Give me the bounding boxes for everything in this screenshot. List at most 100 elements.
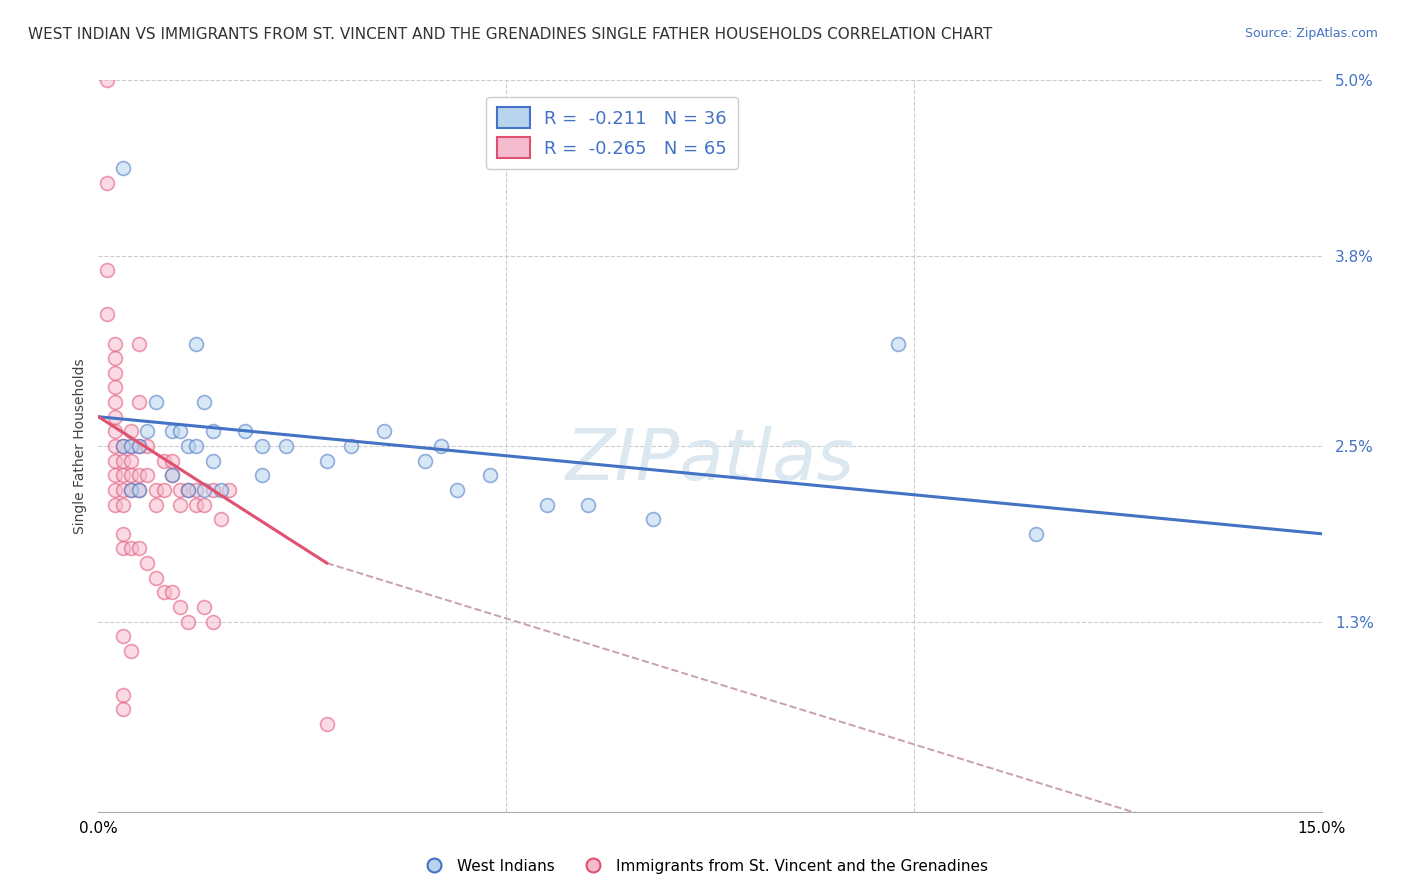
Point: [340, 439, 363, 453]
Point: [233, 425, 256, 439]
Point: [886, 336, 908, 351]
Point: [160, 425, 183, 439]
Point: [201, 425, 224, 439]
Point: [128, 439, 150, 453]
Point: [169, 483, 191, 497]
Point: [111, 688, 134, 702]
Point: [169, 599, 191, 614]
Point: [104, 380, 127, 394]
Point: [111, 526, 134, 541]
Point: [104, 483, 127, 497]
Point: [201, 615, 224, 629]
Point: [128, 483, 150, 497]
Point: [111, 541, 134, 556]
Point: [120, 541, 142, 556]
Point: [136, 439, 159, 453]
Point: [641, 512, 664, 526]
Point: [104, 453, 127, 467]
Point: [128, 541, 150, 556]
Point: [111, 453, 134, 467]
Point: [186, 483, 208, 497]
Point: [193, 395, 215, 409]
Point: [1025, 526, 1047, 541]
Point: [576, 498, 599, 512]
Point: [104, 439, 127, 453]
Point: [136, 468, 159, 483]
Point: [120, 644, 142, 658]
Point: [120, 439, 142, 453]
Point: [128, 468, 150, 483]
Point: [145, 498, 167, 512]
Point: [128, 483, 150, 497]
Point: [111, 483, 134, 497]
Point: [186, 439, 208, 453]
Point: [96, 176, 118, 190]
Point: [104, 395, 127, 409]
Point: [120, 453, 142, 467]
Point: [536, 498, 558, 512]
Point: [209, 483, 232, 497]
Point: [373, 425, 395, 439]
Point: [160, 468, 183, 483]
Point: [145, 395, 167, 409]
Point: [111, 702, 134, 716]
Point: [104, 409, 127, 424]
Point: [201, 483, 224, 497]
Point: [145, 571, 167, 585]
Point: [128, 439, 150, 453]
Point: [120, 468, 142, 483]
Point: [160, 468, 183, 483]
Point: [111, 468, 134, 483]
Point: [136, 556, 159, 570]
Point: [177, 615, 200, 629]
Point: [104, 366, 127, 380]
Point: [145, 483, 167, 497]
Point: [218, 483, 240, 497]
Point: [177, 439, 200, 453]
Text: Source: ZipAtlas.com: Source: ZipAtlas.com: [1244, 27, 1378, 40]
Point: [104, 336, 127, 351]
Point: [160, 453, 183, 467]
Point: [104, 468, 127, 483]
Legend: R =  -0.211   N = 36, R =  -0.265   N = 65: R = -0.211 N = 36, R = -0.265 N = 65: [486, 96, 738, 169]
Point: [152, 453, 174, 467]
Point: [169, 425, 191, 439]
Point: [104, 351, 127, 366]
Point: [136, 425, 159, 439]
Point: [111, 498, 134, 512]
Point: [177, 483, 200, 497]
Point: [96, 73, 118, 87]
Point: [120, 439, 142, 453]
Y-axis label: Single Father Households: Single Father Households: [73, 359, 87, 533]
Point: [478, 468, 501, 483]
Point: [274, 439, 297, 453]
Point: [111, 161, 134, 175]
Point: [111, 629, 134, 643]
Point: [186, 336, 208, 351]
Text: WEST INDIAN VS IMMIGRANTS FROM ST. VINCENT AND THE GRENADINES SINGLE FATHER HOUS: WEST INDIAN VS IMMIGRANTS FROM ST. VINCE…: [28, 27, 993, 42]
Point: [430, 439, 453, 453]
Point: [209, 512, 232, 526]
Legend: West Indians, Immigrants from St. Vincent and the Grenadines: West Indians, Immigrants from St. Vincen…: [412, 853, 994, 880]
Point: [152, 483, 174, 497]
Point: [169, 498, 191, 512]
Point: [96, 263, 118, 277]
Point: [193, 498, 215, 512]
Point: [193, 483, 215, 497]
Point: [201, 453, 224, 467]
Point: [120, 425, 142, 439]
Point: [413, 453, 436, 467]
Point: [186, 498, 208, 512]
Point: [446, 483, 468, 497]
Point: [120, 483, 142, 497]
Point: [111, 439, 134, 453]
Point: [315, 453, 337, 467]
Point: [111, 439, 134, 453]
Point: [104, 498, 127, 512]
Point: [152, 585, 174, 599]
Point: [120, 483, 142, 497]
Point: [128, 395, 150, 409]
Point: [160, 585, 183, 599]
Point: [250, 468, 273, 483]
Point: [104, 425, 127, 439]
